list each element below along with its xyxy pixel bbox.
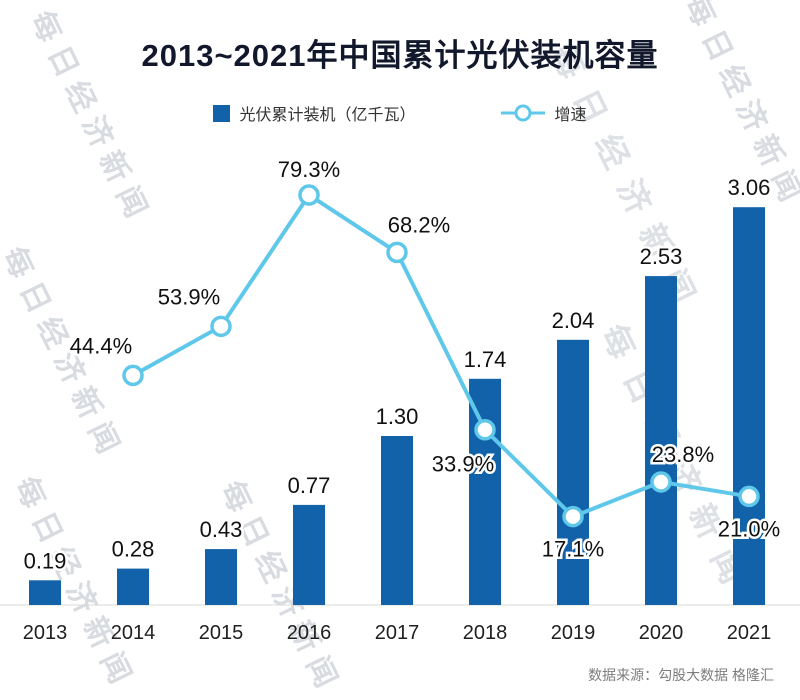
growth-marker-2018 <box>474 418 496 441</box>
line-series-icon <box>500 104 545 122</box>
chart-title: 2013~2021年中国累计光伏装机容量 <box>141 38 659 73</box>
bar-value-label-2020: 2.53 <box>640 244 683 269</box>
x-tick-2014: 2014 <box>111 622 156 644</box>
growth-label-2016: 79.3% <box>278 157 340 182</box>
growth-marker-2021 <box>738 485 760 508</box>
bar-2016 <box>293 504 325 605</box>
growth-label-2014: 44.4% <box>70 333 132 358</box>
legend-line-label: 增速 <box>554 107 587 124</box>
bar-value-label-2019: 2.04 <box>552 308 595 333</box>
growth-marker-2014 <box>122 364 144 387</box>
bar-2017 <box>381 436 413 605</box>
bar-value-label-2014: 0.28 <box>112 537 155 562</box>
growth-marker-2020 <box>650 471 672 493</box>
growth-line <box>131 192 751 519</box>
legend-item-line: 增速 <box>500 101 587 125</box>
x-tick-2016: 2016 <box>287 622 332 644</box>
bar-value-label-2015: 0.43 <box>200 517 243 542</box>
bar-value-label-2021: 3.06 <box>728 175 771 200</box>
x-tick-2019: 2019 <box>551 622 596 644</box>
growth-marker-2016 <box>298 184 320 206</box>
chart-legend: 光伏累计装机（亿千瓦） 增速 <box>0 101 800 125</box>
bar-2021 <box>733 207 765 605</box>
growth-marker-2017 <box>386 241 408 264</box>
growth-marker-2019 <box>562 505 584 528</box>
data-source-note: 数据来源：勾股大数据 格隆汇 <box>588 667 774 683</box>
legend-bar-label: 光伏累计装机（亿千瓦） <box>239 107 416 124</box>
bar-value-label-2013: 0.19 <box>24 548 67 573</box>
x-tick-2018: 2018 <box>463 622 508 644</box>
bar-series-swatch <box>213 104 231 122</box>
growth-label-2020: 23.8% <box>652 442 714 467</box>
growth-label-2017: 68.2% <box>388 212 450 237</box>
bar-value-label-2017: 1.30 <box>376 404 419 429</box>
bar-value-label-2016: 0.77 <box>288 473 331 498</box>
growth-marker-2015 <box>210 315 232 338</box>
x-tick-2021: 2021 <box>727 622 772 644</box>
growth-label-2018: 33.9% <box>432 452 494 477</box>
growth-label-2021: 21.0% <box>718 516 780 541</box>
bar-2015 <box>205 549 237 605</box>
bar-value-label-2018: 1.74 <box>464 347 507 372</box>
bar-2018 <box>469 378 501 605</box>
x-tick-2013: 2013 <box>23 622 68 644</box>
bar-2020 <box>645 276 677 605</box>
bar-2014 <box>117 568 149 605</box>
bar-2019 <box>557 339 589 605</box>
legend-item-bar: 光伏累计装机（亿千瓦） <box>213 101 416 125</box>
growth-label-2019: 17.1% <box>542 537 604 562</box>
bar-2013 <box>29 580 61 605</box>
x-tick-2015: 2015 <box>199 622 244 644</box>
x-tick-2020: 2020 <box>639 622 684 644</box>
x-tick-2017: 2017 <box>375 622 420 644</box>
growth-label-2015: 53.9% <box>158 284 220 309</box>
